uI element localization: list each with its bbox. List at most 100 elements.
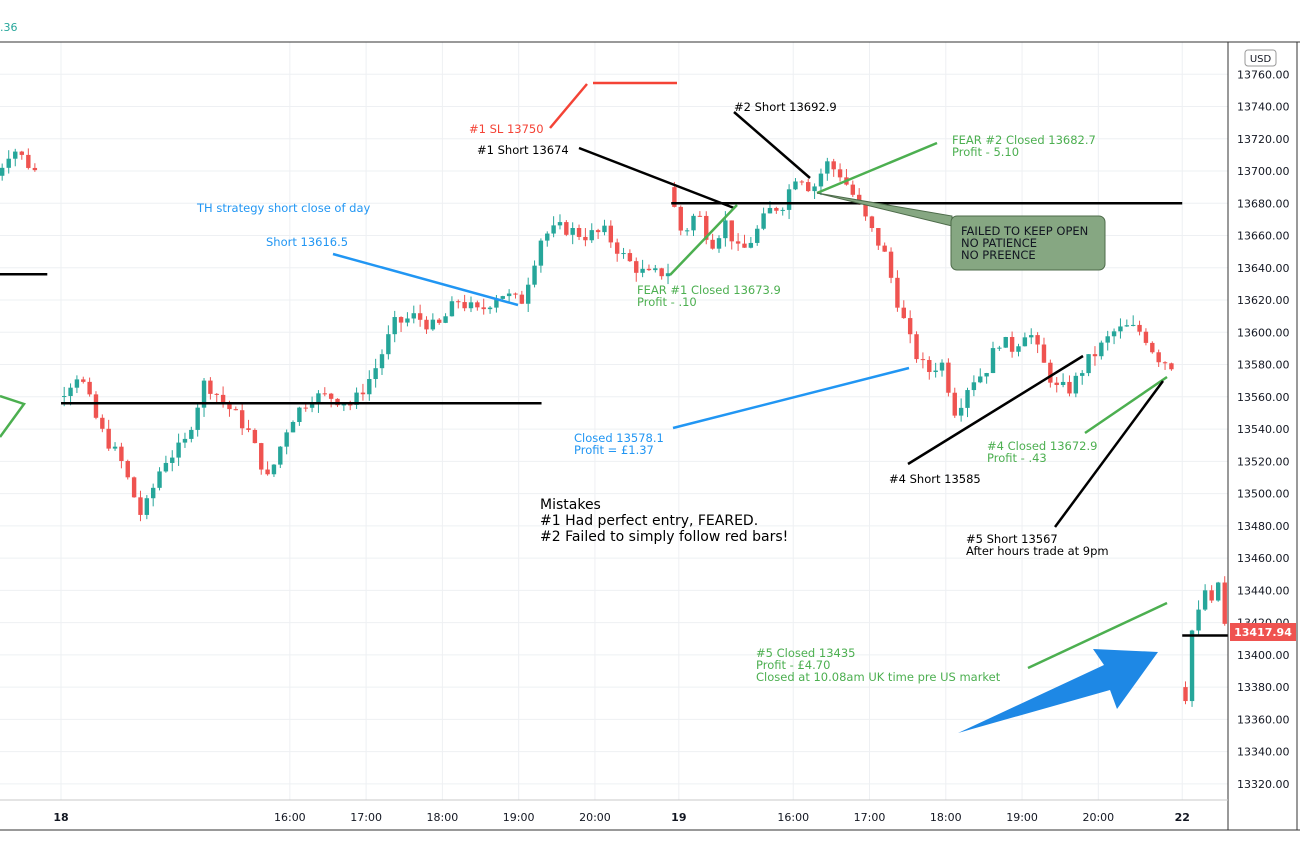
- closed5-note-label: Closed at 10.08am UK time pre US market: [756, 670, 1001, 684]
- fear1-line: [669, 204, 738, 276]
- th-strategy-label: TH strategy short close of day: [196, 201, 371, 215]
- candle-up: [532, 265, 537, 285]
- candle-down: [627, 253, 633, 262]
- mistakes-title: Mistakes: [540, 497, 601, 513]
- candle-down: [360, 392, 366, 395]
- candle-up: [525, 284, 531, 304]
- candle-down: [672, 187, 677, 207]
- candle-down: [1092, 354, 1098, 357]
- candle-up: [176, 442, 181, 458]
- candle-up: [684, 230, 690, 232]
- candle-down: [26, 154, 31, 168]
- candle-up: [716, 238, 722, 249]
- closed-13578-profit-label: Profit = £1.37: [574, 443, 654, 457]
- candle-up: [958, 407, 964, 416]
- candle-down: [837, 169, 843, 178]
- candle-up: [1016, 346, 1021, 352]
- mistake-1: #1 Had perfect entry, FEARED.: [540, 513, 758, 529]
- candle-down: [697, 215, 703, 217]
- candle-up: [201, 380, 207, 408]
- callout-pointer: [816, 192, 953, 227]
- price-tick-label: 13660.00: [1237, 230, 1290, 243]
- candle-up: [68, 387, 73, 397]
- candle-up: [1022, 337, 1028, 347]
- candle-down: [704, 215, 709, 240]
- time-axis: 18 16:00 17:00 18:00 19:00 20:00 19 16:00 17:00 1…: [53, 811, 1190, 824]
- trend-lines: [332, 81, 1168, 670]
- candle-up: [278, 446, 283, 465]
- price-tick-label: 13380.00: [1237, 681, 1290, 694]
- candle-down: [564, 222, 569, 235]
- price-tick-label: 13620.00: [1237, 294, 1290, 307]
- candle-up: [297, 407, 302, 422]
- candle-up: [793, 181, 798, 190]
- closed-13578-line: [672, 366, 910, 430]
- candle-down: [1162, 362, 1168, 364]
- candle-down: [831, 161, 836, 170]
- candle-up: [812, 186, 817, 192]
- candle-up: [112, 446, 118, 449]
- short2-line: [733, 111, 811, 179]
- candle-down: [882, 245, 887, 252]
- candle-down: [869, 216, 875, 229]
- candle-down: [220, 394, 226, 402]
- price-tick-label: 13640.00: [1237, 262, 1290, 275]
- candle-up: [379, 354, 385, 369]
- candle-up: [990, 348, 996, 374]
- price-tick-label: 13560.00: [1237, 391, 1290, 404]
- candle-down: [475, 302, 480, 308]
- candle-up: [341, 404, 347, 406]
- candle-up: [1202, 590, 1208, 610]
- candle-up: [1196, 609, 1201, 631]
- candle-up: [61, 396, 67, 398]
- failed-callout-box: [950, 215, 1106, 271]
- candle-up: [449, 301, 455, 317]
- time-tick-label: 22: [1175, 811, 1190, 824]
- candle-down: [1009, 337, 1015, 352]
- price-tick-label: 13500.00: [1237, 488, 1290, 501]
- currency-badge[interactable]: [1244, 49, 1277, 67]
- time-tick-label: 19: [671, 811, 686, 824]
- short-13616-line: [332, 252, 519, 307]
- price-tick-label: 13680.00: [1237, 197, 1290, 210]
- candle-down: [952, 392, 957, 416]
- short4-label: #4 Short 13585: [889, 472, 981, 486]
- short5-label: #5 Short 13567: [966, 532, 1058, 546]
- callout-line-3: NO PREENCE: [961, 248, 1036, 262]
- candle-down: [576, 227, 582, 237]
- candle-up: [1105, 336, 1110, 343]
- candle-up: [271, 464, 277, 475]
- candle-up: [755, 228, 760, 243]
- time-tick-label: 20:00: [1082, 811, 1114, 824]
- candle-up: [570, 227, 575, 235]
- short-13616-label: Short 13616.5: [266, 235, 348, 249]
- closed4-profit-label: Profit - .43: [987, 451, 1047, 465]
- short4-line: [907, 354, 1084, 466]
- price-readout: .36: [0, 21, 18, 34]
- time-tick-label: 19:00: [503, 811, 535, 824]
- candle-up: [392, 317, 397, 335]
- candle-down: [1137, 324, 1142, 332]
- price-tick-label: 13460.00: [1237, 552, 1290, 565]
- candle-down: [131, 477, 137, 498]
- closed5-profit-label: Profit - £4.70: [756, 658, 830, 672]
- candle-up: [1080, 373, 1085, 376]
- time-tick-label: 18:00: [427, 811, 459, 824]
- candle-down: [914, 334, 919, 360]
- candle-up: [786, 189, 792, 210]
- candle-down: [81, 379, 86, 382]
- candle-up: [468, 302, 474, 309]
- candle-down: [437, 319, 442, 323]
- candle-down: [233, 409, 239, 411]
- candle-up: [1086, 354, 1091, 374]
- candle-up: [971, 382, 977, 391]
- candle-up: [640, 268, 645, 273]
- candle-up: [748, 242, 754, 248]
- candle-down: [920, 359, 926, 361]
- candle-up: [1124, 325, 1130, 327]
- candle-down: [678, 206, 683, 231]
- candle-up: [189, 429, 194, 439]
- candle-up: [443, 316, 448, 323]
- candle-down: [214, 393, 219, 395]
